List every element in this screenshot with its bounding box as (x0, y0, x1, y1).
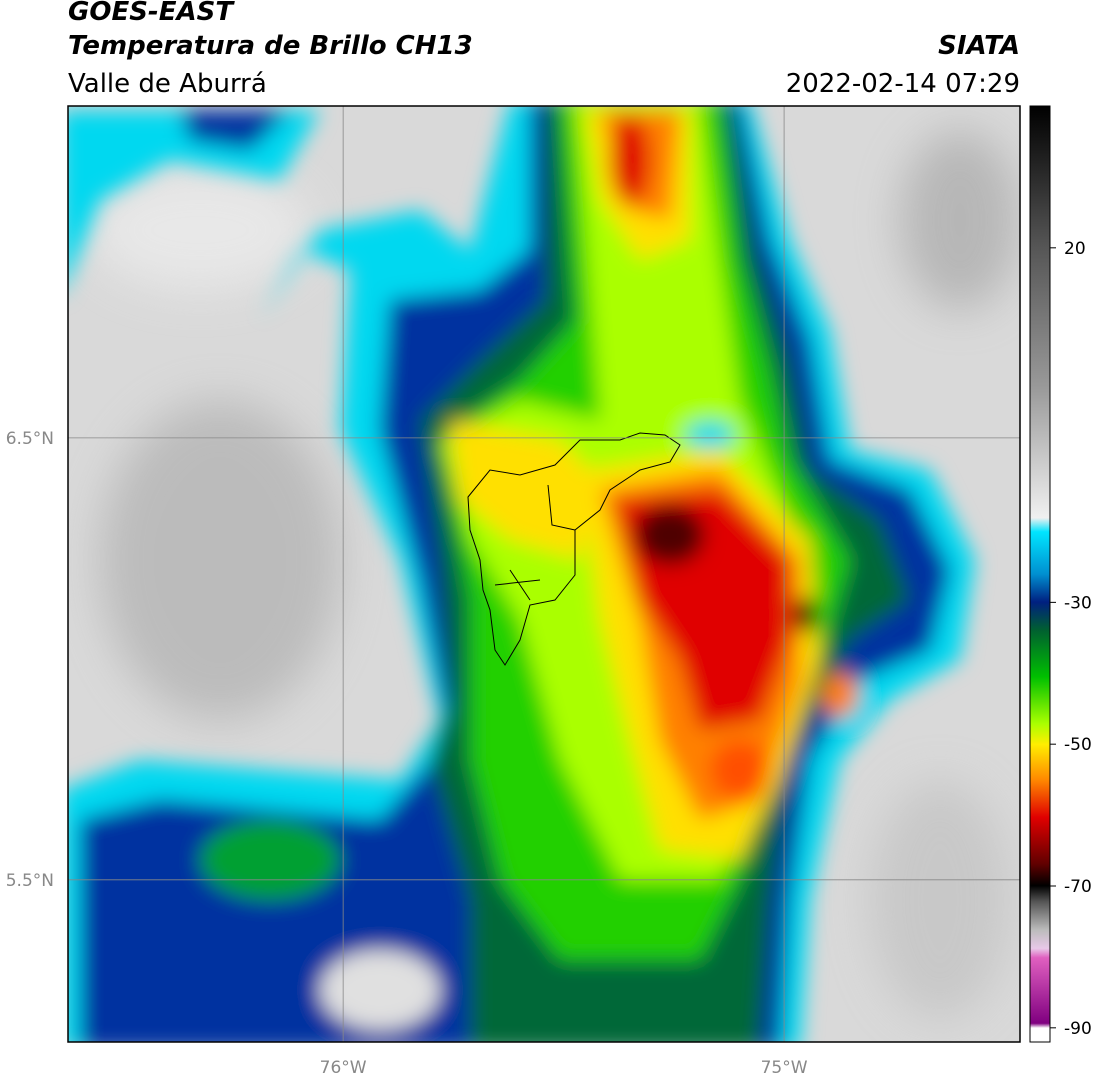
region: Valle de Aburrá (68, 69, 267, 99)
colorbar (1029, 105, 1051, 1043)
colorbar-tick-label: -90 (1064, 1019, 1092, 1039)
colorbar-tick-label: 20 (1064, 239, 1086, 259)
map-frame (67, 105, 1021, 1043)
y-tick-label: 6.5°N (6, 429, 54, 449)
colorbar-tick-label: -70 (1064, 877, 1092, 897)
x-tick-label: 76°W (320, 1058, 367, 1078)
x-tick-label: 75°W (761, 1058, 808, 1078)
subtitle: Temperatura de Brillo CH13 (68, 31, 473, 61)
colorbar-tick-label: -30 (1064, 593, 1092, 613)
satellite-field (68, 106, 1020, 1042)
grid: 76°W 75°W 6.5°N 5.5°N (6, 106, 1020, 1078)
source: SIATA (938, 31, 1020, 61)
title: GOES-EAST (68, 0, 235, 27)
y-tick-label: 5.5°N (6, 871, 54, 891)
datetime: 2022-02-14 07:29 (786, 69, 1020, 99)
colorbar-tick-label: -50 (1064, 735, 1092, 755)
colorbar-ticks: 20 -30 -50 -70 -90 (1050, 239, 1092, 1039)
